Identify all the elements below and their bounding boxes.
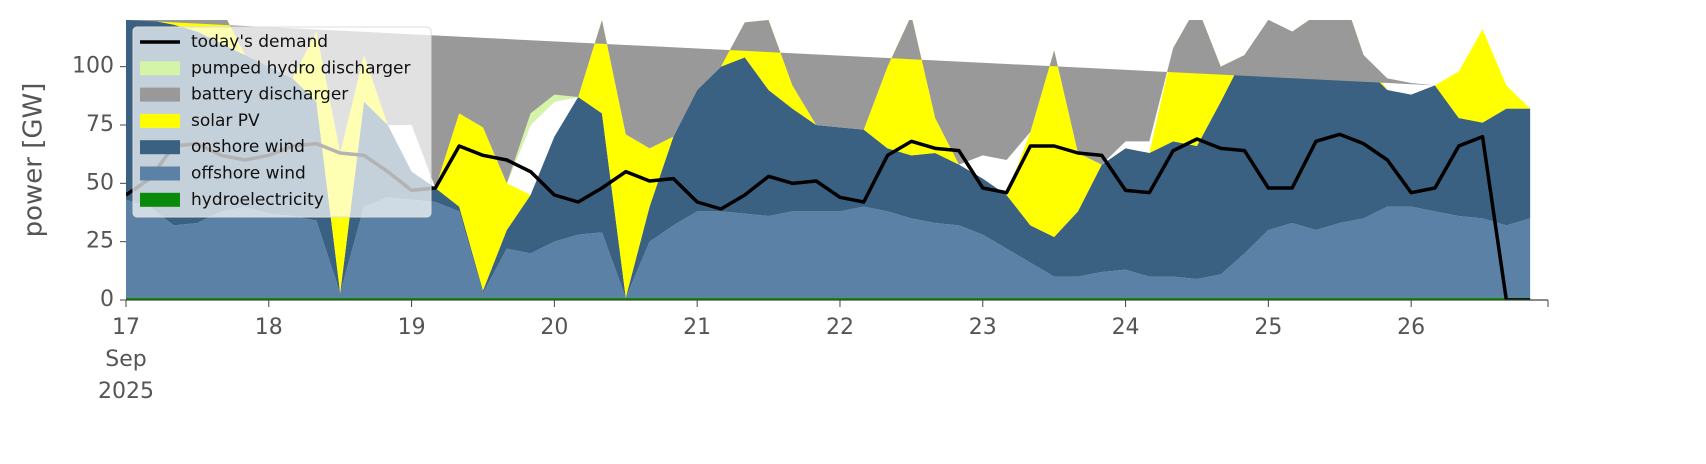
x-tick-label: 18 [255, 315, 283, 340]
x-tick-label: Sep [105, 347, 146, 372]
x-tick-label: 19 [398, 315, 426, 340]
area [126, 20, 1435, 188]
legend-swatch [140, 61, 180, 76]
legend-label: pumped hydro discharger [191, 58, 410, 78]
legend-label: battery discharger [191, 85, 348, 105]
legend-box [132, 26, 432, 218]
x-tick-label: 21 [683, 315, 711, 340]
x-tick-label: 24 [1112, 315, 1140, 340]
legend-label: solar PV [191, 111, 260, 131]
x-tick-label: 20 [540, 315, 568, 340]
area [126, 197, 1531, 298]
legend-label: onshore wind [191, 137, 305, 157]
legend-swatch [140, 113, 180, 128]
y-tick-label: 25 [86, 229, 114, 254]
x-tick-label: 22 [826, 315, 854, 340]
y-tick-label: 0 [100, 287, 114, 312]
legend-swatch [140, 87, 180, 102]
legend: today's demand pumped hydro discharger bat… [132, 26, 432, 218]
y-tick-label: 75 [86, 112, 114, 137]
legend-label: offshore wind [191, 164, 306, 184]
legend-label: today's demand [191, 32, 328, 52]
x-tick-label: 25 [1254, 315, 1282, 340]
legend-swatch [140, 140, 180, 155]
area [126, 20, 1531, 298]
area [126, 20, 1531, 298]
x-tick-label: 26 [1397, 315, 1425, 340]
legend-label: hydroelectricity [191, 190, 324, 210]
y-tick-label: 100 [72, 54, 114, 79]
y-axis-label: power [GW] [19, 83, 49, 238]
legend-swatch [140, 166, 180, 181]
x-tick-label: 2025 [98, 379, 154, 404]
x-tick-label: 23 [969, 315, 997, 340]
legend-swatch [140, 192, 180, 207]
y-tick-label: 50 [86, 170, 114, 195]
x-tick-label: 17 [112, 315, 140, 340]
plot-area [126, 20, 1531, 300]
